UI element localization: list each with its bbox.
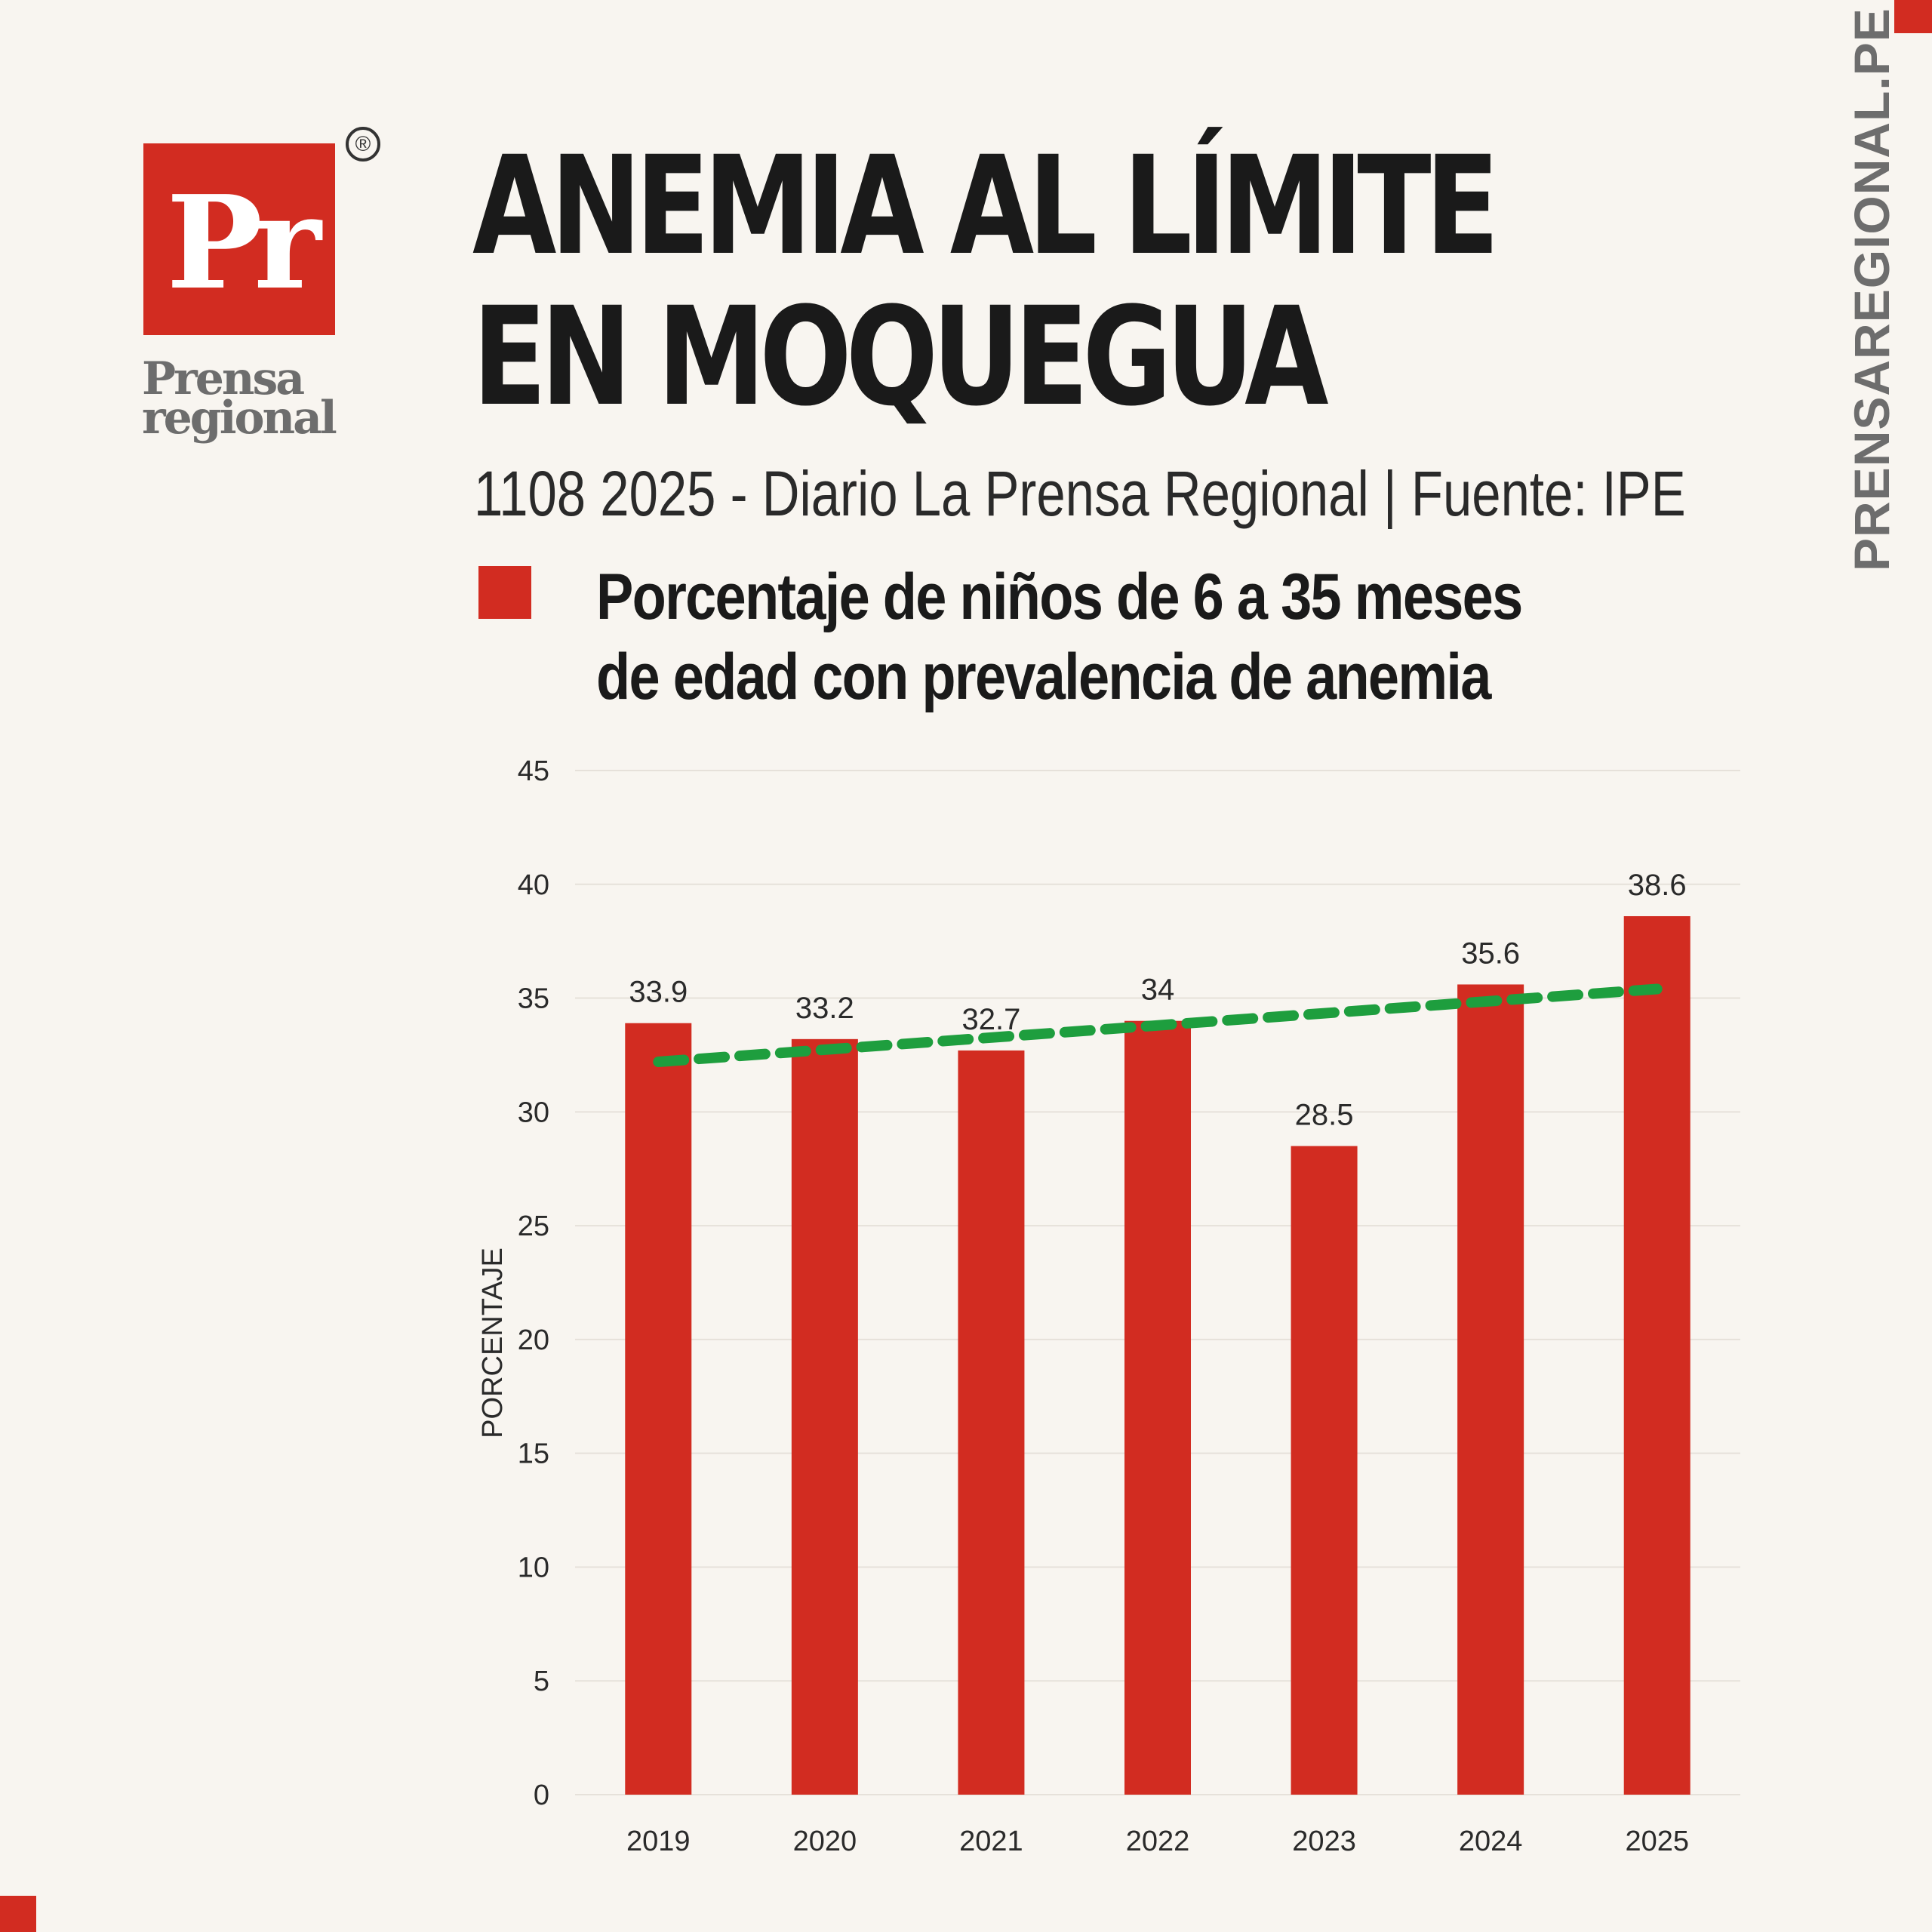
bar [625,1023,692,1795]
bar [1291,1146,1358,1795]
x-tick-label: 2023 [1292,1826,1356,1857]
x-axis-ticks: 2019 2020 2021 2022 2023 2024 2025 [626,1826,1689,1857]
y-tick-label: 30 [518,1097,549,1128]
x-tick-label: 2020 [793,1826,857,1857]
data-label: 34 [1141,974,1175,1007]
subtitle: 1108 2025 - Diario La Prensa Regional | … [474,458,1686,529]
y-tick-label: 5 [534,1666,549,1697]
y-tick-label: 10 [518,1552,549,1583]
data-label: 35.6 [1461,937,1520,970]
corner-accent-bottom-left [0,1896,36,1932]
x-tick-label: 2021 [959,1826,1023,1857]
legend-line1: Porcentaje de niños de 6 a 35 meses [596,561,1523,633]
registered-mark: ® [346,127,380,162]
bar [958,1050,1025,1795]
title-line2: EN MOQUEGUA [472,278,1329,436]
y-tick-label: 25 [518,1211,549,1242]
data-label: 38.6 [1628,869,1687,902]
y-tick-label: 0 [534,1780,549,1811]
y-tick-label: 15 [518,1438,549,1470]
page-title: ANEMIA AL LÍMITE EN MOQUEGUA [472,128,1500,436]
data-label: 32.7 [961,1003,1020,1036]
logo-mark: Pr [166,168,321,318]
y-axis-ticks: 0 5 10 15 20 25 30 35 40 45 [518,755,549,1811]
bar [1623,915,1690,1795]
logo-wordmark-line1: Prensa [142,352,305,405]
data-labels: 33.9 33.2 32.7 34 28.5 35.6 38.6 [629,869,1686,1132]
trend-line [653,983,1663,1067]
bar [1124,1020,1191,1795]
logo-wordmark-line2: regional [142,392,337,445]
bar [791,1038,858,1795]
x-tick-label: 2024 [1459,1826,1523,1857]
y-tick-label: 35 [518,983,549,1015]
title-line1: ANEMIA AL LÍMITE [472,128,1500,285]
data-label: 28.5 [1295,1099,1354,1132]
data-label: 33.9 [629,976,688,1009]
bars [625,915,1690,1795]
corner-accent-top-right [1894,0,1932,33]
x-tick-label: 2025 [1625,1826,1689,1857]
x-tick-label: 2019 [626,1826,691,1857]
legend-label: Porcentaje de niños de 6 a 35 meses de e… [596,557,1523,717]
y-tick-label: 20 [518,1324,549,1356]
y-tick-label: 40 [518,869,549,901]
x-tick-label: 2022 [1126,1826,1190,1857]
bar [1457,984,1524,1795]
y-tick-label: 45 [518,755,549,787]
legend-swatch [478,566,531,619]
legend-line2: de edad con prevalencia de anemia [596,641,1491,713]
data-label: 33.2 [795,992,854,1025]
y-axis-label: PORCENTAJE [477,1247,509,1438]
logo-box: Pr [143,143,335,335]
logo-wordmark: Prensa regional [142,352,368,445]
